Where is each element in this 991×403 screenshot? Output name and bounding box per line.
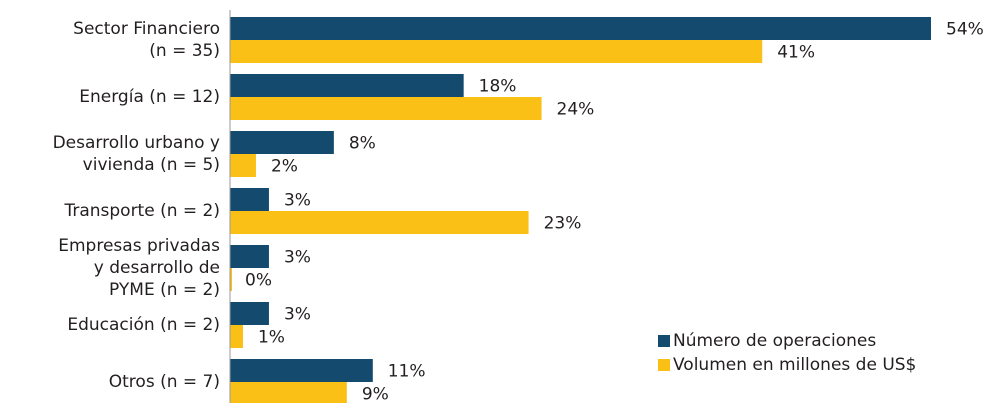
value-label: 2% [271, 157, 298, 177]
category-label: Educación (n = 2) [67, 315, 220, 335]
bar [230, 359, 373, 382]
bar [230, 17, 931, 40]
value-label: 18% [479, 77, 517, 97]
bar [230, 188, 269, 211]
value-label: 23% [544, 214, 582, 234]
bar [230, 74, 464, 97]
category-label: Transporte (n = 2) [63, 201, 220, 221]
bar [230, 154, 256, 177]
value-label: 41% [777, 43, 815, 63]
bar [230, 131, 334, 154]
bar [230, 40, 763, 63]
bar [230, 211, 529, 234]
legend-label: Volumen en millones de US$ [673, 355, 916, 375]
value-label: 3% [284, 248, 311, 268]
bar [230, 302, 269, 325]
category-label: vivienda (n = 5) [83, 155, 220, 175]
value-label: 9% [362, 385, 389, 403]
category-label: Sector Financiero [73, 19, 220, 39]
bar [230, 325, 243, 348]
value-label: 8% [349, 134, 376, 154]
category-label: Desarrollo urbano y [53, 133, 220, 153]
value-label: 54% [946, 20, 984, 40]
bar [230, 97, 542, 120]
value-label: 3% [284, 191, 311, 211]
category-label: PYME (n = 2) [109, 280, 220, 300]
category-label: Energía (n = 12) [79, 87, 220, 107]
value-label: 0% [245, 271, 272, 291]
value-label: 11% [388, 362, 426, 382]
category-label: y desarrollo de [94, 258, 220, 278]
category-label: (n = 35) [149, 41, 220, 61]
value-label: 3% [284, 305, 311, 325]
legend-label: Número de operaciones [673, 331, 876, 351]
bar [230, 382, 347, 403]
bar [230, 268, 232, 291]
legend-swatch [658, 335, 670, 347]
category-label: Empresas privadas [58, 236, 220, 256]
value-label: 1% [258, 328, 285, 348]
legend-swatch [658, 359, 670, 371]
bar [230, 245, 269, 268]
category-label: Otros (n = 7) [109, 372, 220, 392]
value-label: 24% [557, 100, 595, 120]
